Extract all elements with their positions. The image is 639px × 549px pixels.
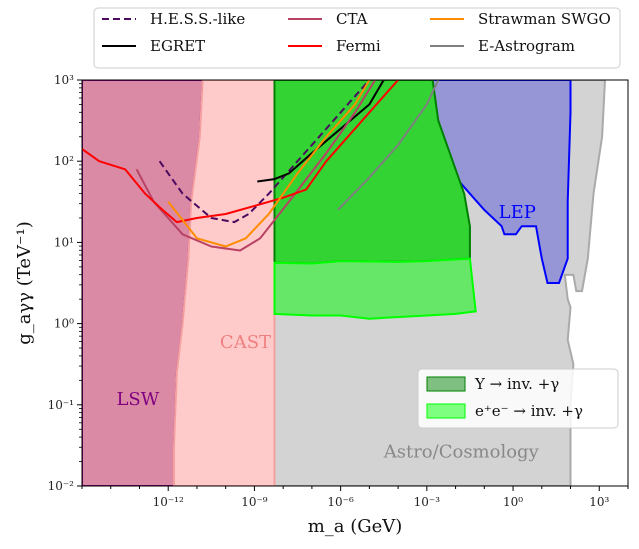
- legend-inner-box: [417, 368, 619, 429]
- y-tick-label: 10²: [54, 154, 74, 168]
- region-label-astro: Astro/Cosmology: [383, 442, 540, 463]
- region-label-lsw: LSW: [116, 389, 159, 410]
- legend-label: E-Astrogram: [478, 37, 575, 55]
- y-tick-label: 10⁻¹: [48, 398, 74, 412]
- axis-ticks: 10⁻¹² 10⁻⁹ 10⁻⁶ 10⁻³ 10⁰ 10³ 10⁻² 10⁻¹ 10⁰ 10¹ 10²…: [48, 73, 629, 509]
- y-tick-label: 10¹: [54, 235, 74, 249]
- y-tick-label: 10³: [54, 73, 74, 87]
- y-tick-label: 10⁻²: [48, 479, 75, 493]
- series-line-e-astrogram: [337, 80, 440, 211]
- x-tick-label: 10⁻¹²: [153, 495, 184, 509]
- y-tick-label: 10⁰: [54, 317, 74, 331]
- region-cast: [173, 80, 276, 486]
- axes-frame: [81, 79, 629, 487]
- legend-top-box: [93, 7, 621, 69]
- series-line-cta: [135, 80, 376, 252]
- legend-label: Strawman SWGO: [478, 10, 611, 28]
- legend-label: CTA: [336, 10, 368, 28]
- projection-curves: [82, 80, 440, 252]
- region-label-cast: CAST: [220, 332, 271, 353]
- legend-top: H.E.S.S.-like CTA Strawman SWGO EGRET Fermi E…: [93, 7, 621, 69]
- legend-label: H.E.S.S.-like: [150, 10, 245, 28]
- legend-inner: Υ → inv. +γ e⁺e⁻ → inv. +γ: [417, 368, 619, 429]
- series-line-strawman-swgo: [167, 80, 371, 248]
- region-labels: Astro/Cosmology LSW CAST LEP: [116, 202, 539, 463]
- region-ee: [273, 257, 477, 320]
- legend-label: EGRET: [150, 37, 205, 55]
- series-line-h-e-s-s-like: [158, 80, 371, 224]
- x-tick-label: 10³: [589, 495, 609, 509]
- y-axis-label: g_aγγ (TeV⁻¹): [14, 221, 35, 345]
- region-label-lep: LEP: [499, 202, 536, 223]
- series-line-fermi: [82, 80, 399, 224]
- legend-swatch: [426, 376, 466, 392]
- x-tick-label: 10⁻³: [414, 495, 441, 509]
- legend-swatch: [426, 403, 466, 419]
- legend-label: Fermi: [336, 37, 381, 55]
- series-line-egret: [257, 80, 385, 183]
- x-tick-label: 10⁰: [503, 495, 523, 509]
- x-tick-label: 10⁻⁹: [241, 495, 268, 509]
- x-tick-label: 10⁻⁶: [327, 495, 354, 509]
- legend-label: e⁺e⁻ → inv. +γ: [475, 402, 583, 420]
- x-axis-label: m_a (GeV): [308, 516, 403, 537]
- legend-label: Υ → inv. +γ: [474, 375, 559, 393]
